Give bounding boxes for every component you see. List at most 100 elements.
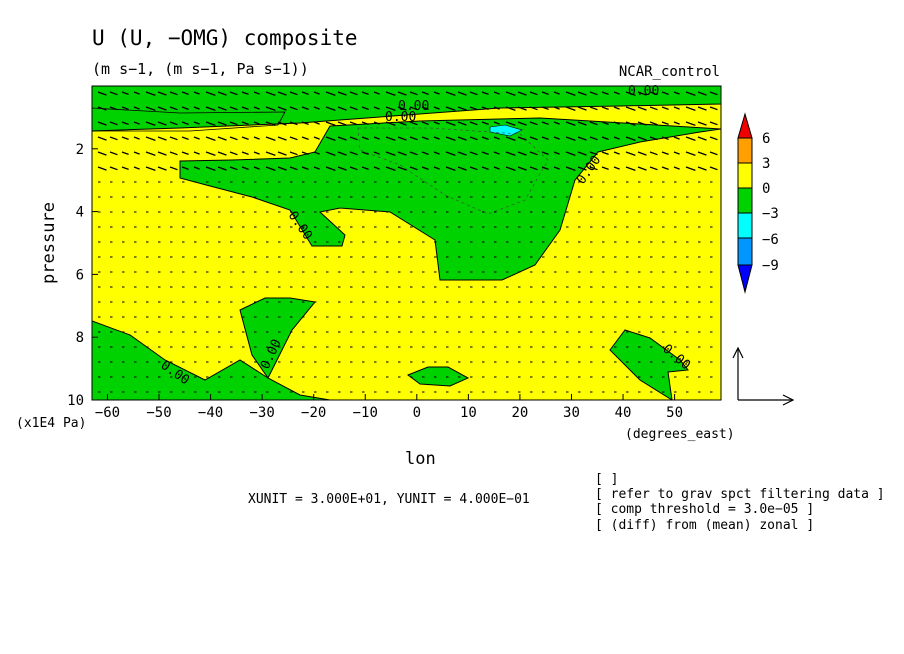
vector-arrow (313, 151, 320, 155)
vector-arrow (637, 106, 647, 111)
vector-arrow (505, 136, 516, 142)
vector-arrow (553, 151, 560, 155)
vector-arrow (661, 91, 669, 96)
vector-arrow (469, 136, 478, 141)
vector-arrow (109, 106, 118, 111)
vector-arrow (121, 91, 129, 96)
vector-arrow (673, 91, 680, 95)
vector-arrow (421, 136, 429, 141)
vector-arrow (565, 166, 576, 172)
vector-arrow (265, 106, 276, 112)
vector-arrow (145, 166, 156, 172)
vector-arrow (385, 91, 396, 97)
vector-arrow (241, 121, 249, 126)
vector-arrow (181, 121, 189, 126)
vector-arrow (445, 106, 456, 112)
x-tick-label: −50 (146, 405, 171, 421)
vector-arrow (193, 151, 200, 155)
vector-arrow (397, 91, 407, 96)
vector-arrow (445, 121, 456, 127)
vector-arrow (517, 106, 527, 111)
vector-arrow (385, 121, 396, 127)
vector-arrow (157, 151, 167, 156)
vector-arrow (109, 151, 118, 156)
vector-arrow (289, 151, 298, 156)
vector-arrow (589, 91, 598, 96)
vector-arrow (685, 106, 696, 112)
vector-arrow (661, 121, 669, 126)
vector-arrow (553, 91, 560, 95)
vector-arrow (673, 151, 680, 155)
plot-frame (91, 85, 722, 401)
chart-units: (m s−1, (m s−1, Pa s−1)) (92, 60, 309, 78)
vector-arrow (217, 151, 227, 156)
vector-arrow (337, 106, 347, 111)
vector-arrow (673, 166, 680, 170)
vector-arrow (589, 166, 598, 171)
vector-arrow (277, 106, 287, 111)
vector-arrow (121, 166, 129, 171)
vector-arrow (601, 121, 609, 126)
vector-arrow (697, 106, 707, 111)
vector-arrow (625, 136, 636, 142)
vector-arrow (301, 166, 309, 171)
vector-arrow (121, 106, 129, 111)
vector-arrow (553, 136, 560, 140)
vector-arrow (613, 166, 620, 170)
vector-arrow (325, 166, 336, 172)
vector-arrow (469, 121, 478, 126)
vector-arrow (325, 91, 336, 97)
vector-arrow (169, 91, 178, 96)
vector-arrow (589, 121, 598, 126)
colorbar: 6 3 0 −3 −6 −9 (737, 112, 779, 294)
vector-arrow (529, 121, 538, 126)
vector-arrow (373, 91, 380, 95)
vector-arrow (253, 121, 260, 125)
vector-arrow (349, 121, 358, 126)
vector-arrow (313, 91, 320, 95)
vector-arrow (493, 136, 500, 140)
y-tick-label: 6 (76, 267, 84, 283)
vector-arrow (433, 106, 440, 110)
vector-arrow (205, 151, 216, 157)
vector-arrow (217, 106, 227, 111)
vector-arrow (253, 151, 260, 155)
negative-region-small (406, 366, 470, 387)
x-tick-label: −60 (95, 405, 120, 421)
vector-arrow (625, 166, 636, 172)
vector-arrow (565, 106, 576, 112)
note-line: [ ] (595, 472, 618, 487)
vector-arrow (181, 151, 189, 156)
colorbar-swatch (737, 187, 753, 214)
vector-arrow (193, 166, 200, 170)
vector-arrow (133, 121, 140, 125)
vector-arrow (229, 121, 238, 126)
vector-arrow (361, 106, 369, 111)
vector-arrow (301, 136, 309, 141)
vector-arrow (277, 151, 287, 156)
vector-arrow (241, 91, 249, 96)
vector-arrow (385, 166, 396, 172)
vector-arrow (325, 151, 336, 157)
vector-arrow (133, 151, 140, 155)
vector-arrow (373, 166, 380, 170)
x-tick-label: 40 (615, 405, 632, 421)
x-tick-label: −20 (301, 405, 326, 421)
vector-arrow (637, 151, 647, 156)
vector-arrow (709, 136, 718, 141)
vector-arrow (157, 106, 167, 111)
vector-arrow (349, 166, 358, 171)
vector-arrow (193, 106, 200, 110)
vector-arrow (649, 166, 658, 171)
vector-arrow (613, 136, 620, 140)
vector-arrow (397, 106, 407, 111)
vector-arrow (541, 151, 549, 156)
vector-arrow (313, 166, 320, 170)
vector-arrow (97, 166, 107, 171)
vector-arrow (325, 106, 336, 112)
colorbar-label: −6 (762, 232, 779, 248)
vector-arrow (229, 106, 238, 111)
vector-arrow (445, 136, 456, 142)
vector-arrow (505, 121, 516, 127)
